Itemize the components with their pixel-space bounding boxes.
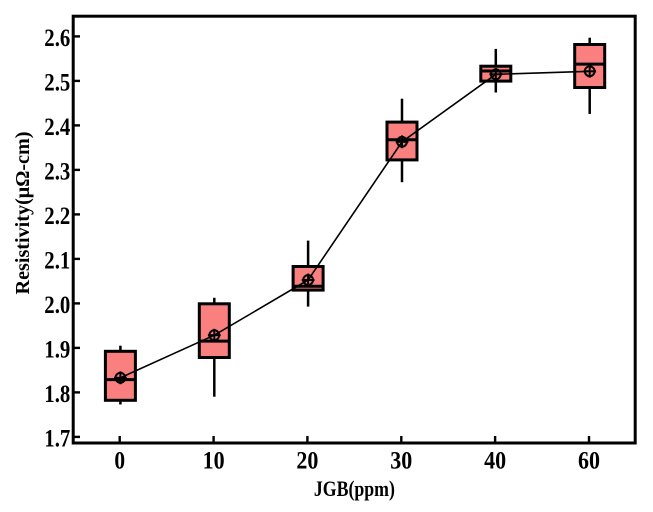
svg-text:30: 30: [390, 447, 412, 474]
svg-text:1.9: 1.9: [44, 336, 70, 363]
svg-text:60: 60: [578, 447, 600, 474]
svg-text:20: 20: [296, 447, 318, 474]
svg-text:1.8: 1.8: [44, 381, 70, 408]
svg-text:2.6: 2.6: [44, 25, 70, 52]
svg-text:40: 40: [484, 447, 506, 474]
svg-text:JGB(ppm): JGB(ppm): [314, 476, 395, 501]
svg-text:1.7: 1.7: [44, 425, 70, 452]
svg-text:2.5: 2.5: [44, 69, 70, 96]
svg-text:2.1: 2.1: [44, 247, 70, 274]
svg-text:2.4: 2.4: [44, 114, 70, 141]
svg-text:2.0: 2.0: [44, 292, 70, 319]
svg-text:10: 10: [203, 447, 225, 474]
svg-text:2.3: 2.3: [44, 158, 70, 185]
svg-text:0: 0: [114, 447, 125, 474]
svg-text:2.2: 2.2: [44, 203, 70, 230]
svg-text:Resistivity(μΩ-cm): Resistivity(μΩ-cm): [12, 132, 34, 295]
